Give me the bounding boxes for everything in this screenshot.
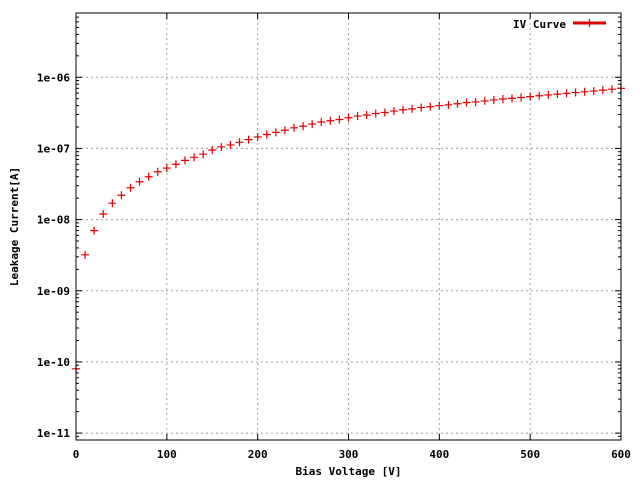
- grid-layer: [76, 13, 621, 440]
- data-point: [535, 91, 544, 100]
- data-point: [562, 89, 571, 98]
- data-point: [589, 87, 598, 96]
- x-tick-label: 300: [339, 448, 359, 461]
- data-point: [571, 88, 580, 97]
- x-tick-label: 0: [73, 448, 80, 461]
- data-point: [380, 108, 389, 117]
- data-point: [371, 109, 380, 118]
- data-point: [353, 112, 362, 121]
- y-tick-label: 1e-06: [37, 71, 70, 84]
- data-point: [262, 130, 271, 139]
- x-tick-label: 200: [248, 448, 268, 461]
- data-point: [553, 90, 562, 99]
- data-point: [417, 103, 426, 112]
- data-point: [244, 135, 253, 144]
- y-tick-label: 1e-07: [37, 142, 70, 155]
- data-point: [181, 156, 189, 165]
- data-point: [480, 96, 489, 105]
- data-point: [317, 118, 326, 127]
- data-point: [226, 140, 235, 149]
- y-tick-label: 1e-08: [37, 214, 70, 227]
- data-point: [389, 107, 398, 116]
- data-point: [108, 199, 117, 208]
- data-point: [598, 86, 607, 95]
- data-point: [444, 100, 453, 109]
- legend-marker: [585, 19, 594, 27]
- data-point: [117, 191, 126, 200]
- y-axis-title: Leakage Current[A]: [8, 167, 21, 286]
- data-point: [308, 120, 317, 129]
- data-point: [526, 92, 535, 101]
- data-point: [290, 123, 298, 132]
- data-point: [81, 250, 90, 259]
- data-point: [426, 102, 435, 111]
- x-tick-label: 400: [429, 448, 449, 461]
- data-point: [344, 113, 353, 122]
- x-axis-title: Bias Voltage [V]: [296, 465, 402, 478]
- legend: IV Curve: [513, 18, 606, 31]
- data-point: [162, 164, 171, 173]
- data-point: [199, 150, 208, 159]
- data-point: [144, 172, 153, 181]
- data-point: [217, 142, 226, 151]
- y-tick-label: 1e-11: [37, 427, 70, 440]
- plot-frame: [75, 12, 622, 441]
- data-point: [607, 85, 616, 94]
- x-tick-label: 100: [157, 448, 177, 461]
- data-point: [453, 99, 462, 108]
- y-tick-label: 1e-09: [37, 285, 70, 298]
- data-point: [517, 93, 526, 102]
- data-point: [498, 95, 507, 104]
- data-point: [280, 126, 289, 135]
- y-tick-label: 1e-10: [37, 356, 70, 369]
- data-point: [135, 177, 144, 186]
- data-point: [326, 116, 335, 125]
- x-tick-label: 500: [520, 448, 540, 461]
- data-point: [126, 183, 135, 192]
- data-point: [435, 101, 444, 110]
- data-point: [299, 122, 308, 131]
- data-point: [90, 226, 99, 235]
- data-point: [235, 138, 244, 147]
- data-point: [271, 128, 280, 137]
- data-point: [544, 90, 553, 99]
- data-point: [171, 160, 180, 169]
- data-point: [335, 115, 344, 124]
- ticks-layer: 0 100 200 300 400 500 600 1e-11 1e-10 1e-09 1e-08 1…: [37, 13, 631, 461]
- data-point: [399, 105, 407, 114]
- data-point: [362, 111, 371, 120]
- data-point: [208, 146, 217, 155]
- data-point: [508, 94, 516, 103]
- data-point: [580, 87, 589, 96]
- data-point: [489, 95, 498, 104]
- data-point: [462, 98, 471, 107]
- x-tick-label: 600: [611, 448, 631, 461]
- data-point: [471, 97, 480, 106]
- data-point: [153, 167, 162, 176]
- data-point: [190, 153, 199, 162]
- data-point: [408, 104, 417, 113]
- legend-label: IV Curve: [513, 18, 566, 31]
- data-point: [253, 132, 262, 141]
- data-point: [99, 209, 108, 218]
